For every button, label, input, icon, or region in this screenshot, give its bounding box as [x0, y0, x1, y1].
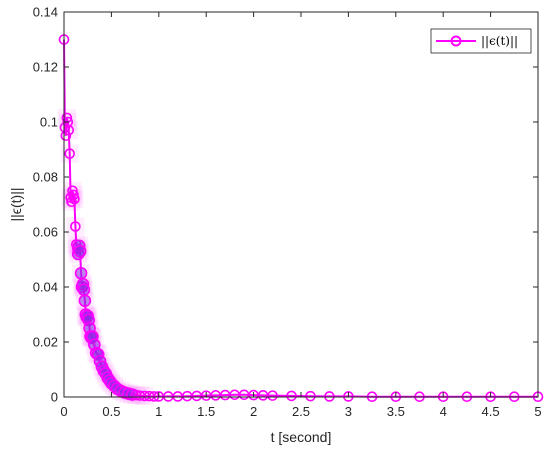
- data-point-11: [69, 193, 80, 205]
- x-tick-label-8: 4: [440, 404, 447, 419]
- x-tick-label-3: 1.5: [197, 404, 215, 419]
- data-point-21: [77, 283, 91, 297]
- x-tick-label-2: 1: [155, 404, 162, 419]
- legend-entry-label: ||ϵ(t)||: [481, 34, 518, 48]
- data-point-22: [78, 294, 92, 308]
- data-point-2: [60, 130, 72, 142]
- x-tick-label-1: 0.5: [102, 404, 120, 419]
- data-point-18: [74, 266, 88, 280]
- x-tick-label-5: 2.5: [292, 404, 310, 419]
- plot-frame: [63, 11, 539, 398]
- x-tick-label-9: 4.5: [482, 404, 500, 419]
- y-tick-label-2: 0.04: [33, 280, 58, 295]
- x-tick-label-10: 5: [534, 404, 541, 419]
- series-line: [63, 39, 538, 398]
- y-tick-label-3: 0.06: [33, 225, 58, 240]
- data-point-64: [267, 390, 278, 401]
- y-tick-label-4: 0.08: [33, 170, 58, 185]
- data-point-10: [68, 189, 79, 201]
- y-tick-label-5: 0.1: [40, 115, 58, 130]
- data-point-65: [286, 390, 297, 402]
- y-axis-label: ||ϵ(t)||: [8, 188, 24, 222]
- marker-layer: [58, 34, 544, 403]
- y-tick-label-7: 0.14: [33, 5, 58, 20]
- y-axis-ticks: 0 0.02 0.04 0.06 0.08 0.1 0.12 0.14: [33, 5, 538, 405]
- y-tick-label-0: 0: [51, 390, 58, 405]
- data-point-8: [66, 196, 77, 208]
- x-tick-label-4: 2: [250, 404, 257, 419]
- x-axis-ticks: 0 0.5 1 1.5 2 2.5 3 3.5 4 4.5 5: [60, 12, 542, 419]
- data-point-12: [70, 221, 81, 232]
- y-tick-label-6: 0.12: [33, 60, 58, 75]
- data-point-67: [324, 391, 335, 402]
- legend: ||ϵ(t)||: [430, 28, 532, 54]
- data-point-6: [64, 148, 75, 159]
- data-point-68: [343, 391, 354, 402]
- x-tick-label-7: 3.5: [387, 404, 405, 419]
- x-tick-label-6: 3: [345, 404, 352, 419]
- y-tick-label-1: 0.02: [33, 335, 58, 350]
- x-tick-label-0: 0: [60, 404, 67, 419]
- data-point-66: [305, 390, 316, 402]
- data-point-17: [73, 244, 87, 258]
- legend-circle-marker: [450, 35, 462, 47]
- x-axis-label: t [second]: [271, 429, 332, 445]
